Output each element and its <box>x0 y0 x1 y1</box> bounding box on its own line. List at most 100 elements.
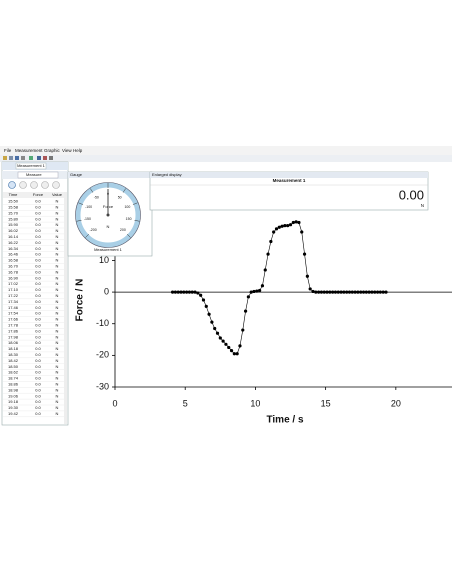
table-cell: 0.0 <box>35 216 41 221</box>
table-cell: 19.42 <box>8 411 19 416</box>
data-point <box>193 290 197 294</box>
menu-item[interactable]: File <box>4 148 12 153</box>
control-button[interactable] <box>41 181 49 189</box>
table-cell: N <box>56 317 59 322</box>
data-point <box>325 290 329 294</box>
table-cell: N <box>56 210 59 215</box>
mode-label[interactable]: Measure <box>26 172 42 177</box>
table-cell: 0.0 <box>35 199 41 204</box>
control-button[interactable] <box>19 181 27 189</box>
icon-print[interactable] <box>21 156 25 160</box>
data-point <box>258 288 262 293</box>
control-button[interactable] <box>52 181 60 189</box>
data-point <box>356 290 360 294</box>
menu-item[interactable]: Graphic <box>44 148 61 153</box>
table-cell: 15.90 <box>8 222 19 227</box>
table-cell: 0.0 <box>35 222 41 227</box>
chart: Time / s Force / N -30 -20 -10 0 10 0 5 10 15 20 <box>75 213 452 426</box>
table-cell: 0.0 <box>35 252 41 257</box>
data-point <box>319 290 324 294</box>
x-tick-label: 5 <box>183 398 188 408</box>
panel-tab[interactable] <box>15 162 47 170</box>
data-point <box>196 291 200 295</box>
data-point <box>384 290 388 294</box>
table-cell: N <box>56 322 59 327</box>
table-cell: N <box>56 381 59 386</box>
icon-graph[interactable] <box>43 156 47 160</box>
data-point <box>322 290 326 294</box>
data-point <box>375 290 380 294</box>
table-cell: 0.0 <box>35 393 41 398</box>
table-scrollbar[interactable] <box>64 192 67 424</box>
data-point <box>224 342 228 346</box>
data-point <box>182 290 186 294</box>
gauge-tick <box>85 233 90 238</box>
table-cell: N <box>56 252 59 257</box>
gauge-tick <box>122 188 126 193</box>
data-point <box>218 336 222 340</box>
data-point <box>185 290 189 294</box>
table-cell: 19.30 <box>8 405 19 410</box>
table-cell: N <box>56 328 59 333</box>
display-title: Enlarged display <box>152 172 182 177</box>
table-cell: 15.70 <box>8 210 19 215</box>
data-point <box>246 295 250 299</box>
table-cell: 0.0 <box>35 204 41 209</box>
table-cell: 18.62 <box>8 370 19 375</box>
table-cell: N <box>56 299 59 304</box>
table-cell: 0.0 <box>35 328 41 333</box>
menu-item[interactable]: Help <box>73 148 83 153</box>
data-point <box>252 289 256 294</box>
table-cell: 17.02 <box>8 281 19 286</box>
data-point <box>227 345 231 350</box>
icon-open[interactable] <box>9 156 13 160</box>
icon-help[interactable] <box>49 156 53 160</box>
data-point <box>266 252 270 256</box>
table-cell: N <box>56 393 59 398</box>
table-cell: 18.74 <box>8 376 19 381</box>
table-cell: N <box>56 234 59 239</box>
icon-settings[interactable] <box>29 156 33 160</box>
menu-item[interactable]: View <box>62 148 72 153</box>
x-axis-label: Time / s <box>266 415 303 426</box>
data-point <box>361 290 366 294</box>
control-button[interactable] <box>30 181 38 189</box>
panel-tab-label[interactable]: Measurement 1 <box>17 163 46 168</box>
data-point <box>249 290 253 294</box>
table-cell: 0.0 <box>35 275 41 280</box>
table-cell: 0.0 <box>35 346 41 351</box>
icon-table[interactable] <box>37 156 41 160</box>
table-cell: 0.0 <box>35 387 41 392</box>
data-point <box>294 220 298 224</box>
display-name: Measurement 1 <box>273 178 306 183</box>
icon-new[interactable] <box>3 156 7 160</box>
data-point <box>272 230 276 234</box>
gauge-tick <box>126 233 131 238</box>
data-point <box>347 290 352 294</box>
control-button[interactable] <box>8 181 16 189</box>
data-point <box>378 290 382 294</box>
table-cell: 16.46 <box>8 252 19 257</box>
y-tick-label: -20 <box>96 350 109 360</box>
y-tick-label: 10 <box>99 255 109 265</box>
display-unit: N <box>421 203 424 208</box>
table-cell: 0.0 <box>35 240 41 245</box>
table-cell: 19.06 <box>8 393 19 398</box>
data-point <box>274 227 279 231</box>
menu-item[interactable]: Measurement <box>15 148 43 153</box>
table-cell: 0.0 <box>35 411 41 416</box>
data-point <box>215 331 220 335</box>
table-cell: 15.80 <box>8 216 19 221</box>
data-point <box>288 223 293 227</box>
data-point <box>353 290 357 294</box>
table-cell: N <box>56 340 59 345</box>
table-cell: N <box>56 387 59 392</box>
icon-save[interactable] <box>15 156 19 160</box>
mode-select[interactable] <box>17 171 59 179</box>
menu-bar <box>0 146 452 155</box>
data-point <box>342 290 346 294</box>
data-point <box>350 290 354 294</box>
table-cell: 17.54 <box>8 311 19 316</box>
data-point <box>291 220 295 225</box>
